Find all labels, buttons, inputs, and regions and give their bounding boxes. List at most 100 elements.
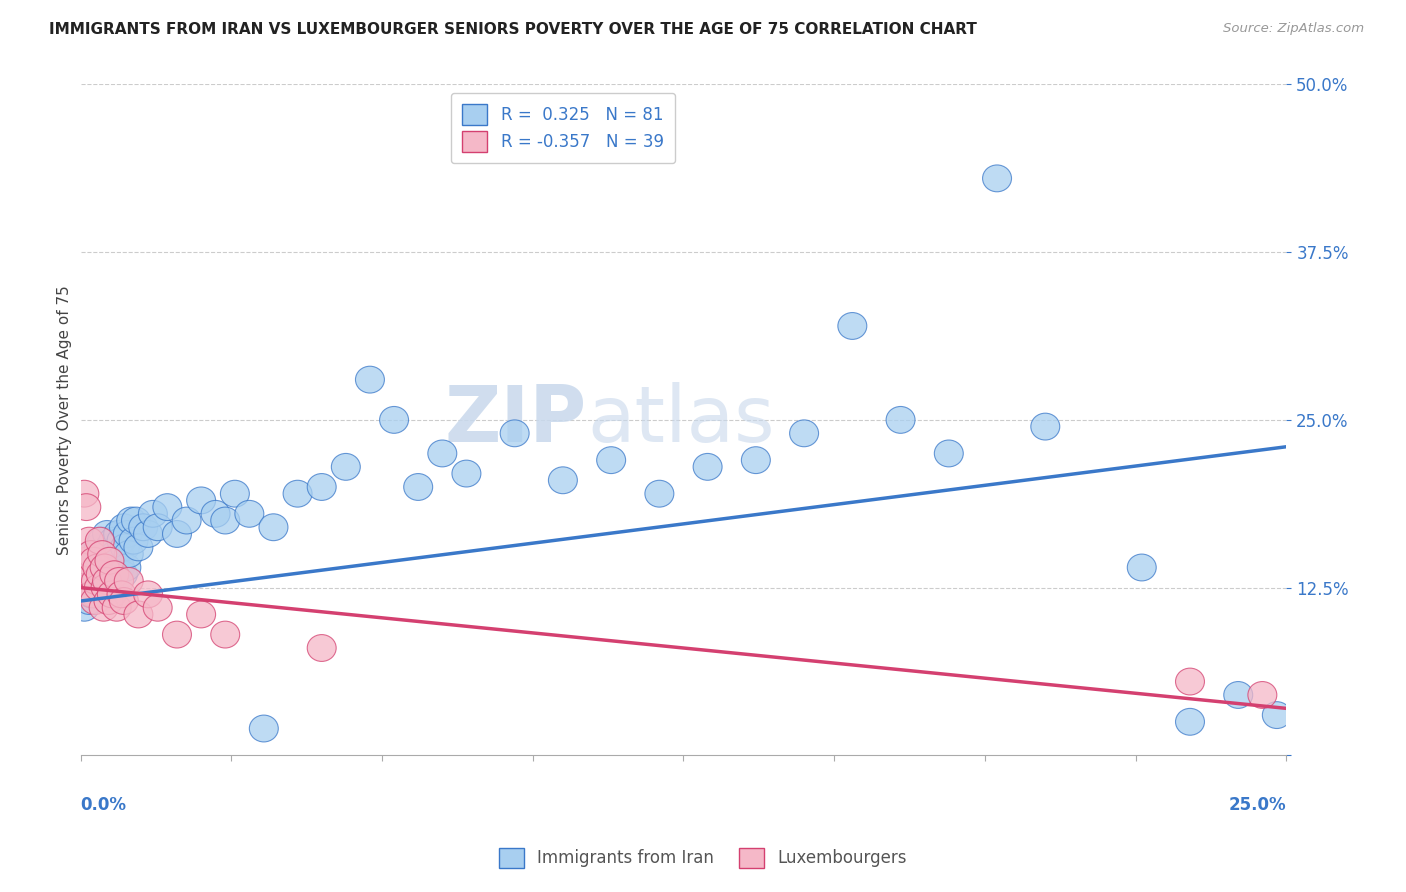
Ellipse shape <box>91 574 120 601</box>
Ellipse shape <box>838 312 866 339</box>
Ellipse shape <box>1175 708 1205 735</box>
Ellipse shape <box>427 440 457 467</box>
Ellipse shape <box>96 548 125 574</box>
Ellipse shape <box>1175 668 1205 695</box>
Ellipse shape <box>790 420 818 447</box>
Ellipse shape <box>163 621 191 648</box>
Ellipse shape <box>356 367 384 393</box>
Ellipse shape <box>211 621 239 648</box>
Ellipse shape <box>90 554 120 581</box>
Ellipse shape <box>124 534 153 561</box>
Ellipse shape <box>97 581 127 607</box>
Ellipse shape <box>129 514 157 541</box>
Ellipse shape <box>249 715 278 742</box>
Ellipse shape <box>163 521 191 548</box>
Ellipse shape <box>73 574 103 601</box>
Ellipse shape <box>120 527 148 554</box>
Ellipse shape <box>596 447 626 474</box>
Ellipse shape <box>501 420 529 447</box>
Ellipse shape <box>983 165 1011 192</box>
Ellipse shape <box>94 588 122 615</box>
Ellipse shape <box>1249 681 1277 708</box>
Ellipse shape <box>100 561 129 588</box>
Ellipse shape <box>935 440 963 467</box>
Legend: Immigrants from Iran, Luxembourgers: Immigrants from Iran, Luxembourgers <box>492 841 914 875</box>
Ellipse shape <box>76 548 104 574</box>
Ellipse shape <box>77 581 105 607</box>
Ellipse shape <box>114 521 142 548</box>
Ellipse shape <box>114 567 143 594</box>
Ellipse shape <box>70 480 98 508</box>
Ellipse shape <box>124 601 153 628</box>
Ellipse shape <box>404 474 433 500</box>
Ellipse shape <box>308 474 336 500</box>
Ellipse shape <box>75 527 104 554</box>
Ellipse shape <box>89 561 118 588</box>
Ellipse shape <box>107 527 136 554</box>
Ellipse shape <box>114 541 143 567</box>
Ellipse shape <box>104 567 134 594</box>
Ellipse shape <box>69 567 97 594</box>
Y-axis label: Seniors Poverty Over the Age of 75: Seniors Poverty Over the Age of 75 <box>58 285 72 555</box>
Ellipse shape <box>79 541 107 567</box>
Text: 0.0%: 0.0% <box>80 796 127 814</box>
Ellipse shape <box>76 561 104 588</box>
Ellipse shape <box>72 574 101 601</box>
Ellipse shape <box>86 554 114 581</box>
Ellipse shape <box>259 514 288 541</box>
Ellipse shape <box>96 534 124 561</box>
Ellipse shape <box>86 574 115 601</box>
Ellipse shape <box>93 567 121 594</box>
Ellipse shape <box>80 581 110 607</box>
Ellipse shape <box>80 548 108 574</box>
Ellipse shape <box>104 521 132 548</box>
Ellipse shape <box>93 521 121 548</box>
Ellipse shape <box>89 594 118 621</box>
Ellipse shape <box>100 548 129 574</box>
Ellipse shape <box>117 508 146 534</box>
Ellipse shape <box>187 601 215 628</box>
Ellipse shape <box>105 554 135 581</box>
Ellipse shape <box>886 407 915 434</box>
Ellipse shape <box>70 554 100 581</box>
Ellipse shape <box>134 581 163 607</box>
Ellipse shape <box>741 447 770 474</box>
Ellipse shape <box>693 453 723 480</box>
Ellipse shape <box>645 480 673 508</box>
Ellipse shape <box>90 541 120 567</box>
Ellipse shape <box>121 508 150 534</box>
Ellipse shape <box>108 561 138 588</box>
Ellipse shape <box>1223 681 1253 708</box>
Ellipse shape <box>86 561 115 588</box>
Ellipse shape <box>83 554 112 581</box>
Ellipse shape <box>83 567 112 594</box>
Ellipse shape <box>94 567 122 594</box>
Ellipse shape <box>380 407 409 434</box>
Ellipse shape <box>87 527 117 554</box>
Ellipse shape <box>96 548 124 574</box>
Ellipse shape <box>104 541 134 567</box>
Ellipse shape <box>84 574 114 601</box>
Ellipse shape <box>134 521 163 548</box>
Ellipse shape <box>1031 413 1060 440</box>
Text: 25.0%: 25.0% <box>1229 796 1286 814</box>
Ellipse shape <box>143 514 172 541</box>
Ellipse shape <box>308 634 336 662</box>
Ellipse shape <box>98 527 128 554</box>
Text: atlas: atlas <box>588 382 775 458</box>
Ellipse shape <box>1128 554 1156 581</box>
Ellipse shape <box>107 581 136 607</box>
Ellipse shape <box>103 594 131 621</box>
Ellipse shape <box>211 508 239 534</box>
Ellipse shape <box>111 534 139 561</box>
Ellipse shape <box>75 588 104 615</box>
Ellipse shape <box>101 541 129 567</box>
Text: Source: ZipAtlas.com: Source: ZipAtlas.com <box>1223 22 1364 36</box>
Ellipse shape <box>110 588 138 615</box>
Ellipse shape <box>235 500 264 527</box>
Ellipse shape <box>70 594 98 621</box>
Ellipse shape <box>80 561 108 588</box>
Ellipse shape <box>87 541 117 567</box>
Ellipse shape <box>84 534 114 561</box>
Ellipse shape <box>91 554 120 581</box>
